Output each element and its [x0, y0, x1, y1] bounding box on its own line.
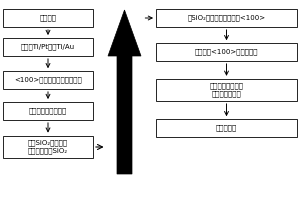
Text: 氧化硅片: 氧化硅片	[40, 15, 56, 21]
FancyBboxPatch shape	[3, 102, 93, 120]
FancyBboxPatch shape	[156, 119, 297, 137]
Text: 干氧氧化<100>硅片，形成: 干氧氧化<100>硅片，形成	[195, 49, 258, 55]
FancyBboxPatch shape	[3, 136, 93, 158]
FancyBboxPatch shape	[156, 9, 297, 27]
FancyBboxPatch shape	[156, 79, 297, 101]
FancyBboxPatch shape	[3, 38, 93, 56]
Text: 以SiO₂为掩模，湿法刻蚀<100>: 以SiO₂为掩模，湿法刻蚀<100>	[188, 15, 266, 21]
Polygon shape	[108, 10, 141, 174]
FancyBboxPatch shape	[156, 43, 297, 61]
FancyBboxPatch shape	[3, 71, 93, 89]
Text: 沉积相变材料，化
学抛光相变材料: 沉积相变材料，化 学抛光相变材料	[209, 83, 244, 97]
FancyBboxPatch shape	[3, 9, 93, 27]
Text: 露出SiO₂薄膜，光
刻图像，刻蚀SiO₂: 露出SiO₂薄膜，光 刻图像，刻蚀SiO₂	[28, 140, 68, 154]
Text: 硅片背面减薄，抛光: 硅片背面减薄，抛光	[29, 108, 67, 114]
Text: 沉积顶电极: 沉积顶电极	[216, 125, 237, 131]
Text: <100>硅片，使之与电极键合: <100>硅片，使之与电极键合	[14, 77, 82, 83]
Text: 镀电极Ti/Pt或者Ti/Au: 镀电极Ti/Pt或者Ti/Au	[21, 44, 75, 50]
